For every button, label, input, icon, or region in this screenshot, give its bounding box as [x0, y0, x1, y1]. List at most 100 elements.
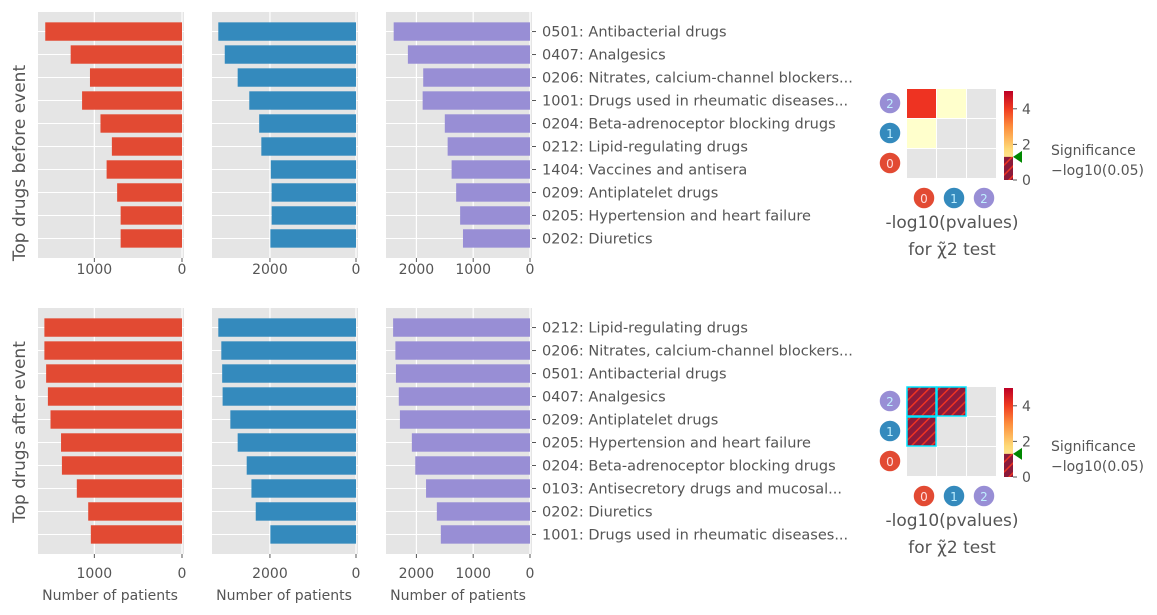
x-tick-label-before-0-0: 1000	[77, 262, 113, 278]
bar-before-0-3	[82, 91, 182, 110]
bar-before-1-9	[270, 229, 356, 248]
heatmap-cell-before-0-1	[937, 89, 966, 118]
x-tick-label-after-2-2: 0	[526, 566, 535, 582]
category-label-after-2: 0501: Antibacterial drugs	[542, 367, 727, 383]
colorbar-hatch-before	[1004, 156, 1013, 180]
bar-after-0-0	[44, 318, 182, 337]
bar-before-2-4	[444, 114, 530, 133]
category-label-before-5: 0212: Lipid-regulating drugs	[542, 139, 748, 155]
row-marker-before-2	[878, 151, 902, 175]
colorbar-label-after-line2: −log10(0.05)	[1051, 459, 1144, 475]
bar-before-1-0	[218, 22, 356, 41]
bar-before-2-2	[423, 68, 530, 87]
bar-before-1-3	[249, 91, 356, 110]
bar-after-0-3	[47, 387, 183, 406]
col-marker-label-after-1: 1	[950, 490, 958, 504]
colorbar-before	[1004, 91, 1013, 180]
heatmap-cell-after-2-0	[907, 447, 936, 476]
col-marker-label-after-0: 0	[920, 490, 928, 504]
category-label-after-3: 0407: Analgesics	[542, 390, 666, 406]
category-label-after-8: 0202: Diuretics	[542, 504, 653, 520]
col-marker-after-1	[942, 484, 966, 508]
heatmap-title-before-line1: -log10(pvalues)	[885, 213, 1018, 233]
col-marker-after-2	[972, 484, 996, 508]
colorbar-hatch-after	[1004, 453, 1013, 477]
heatmap-cell-before-1-0	[907, 119, 936, 148]
row-marker-before-0	[878, 91, 902, 115]
bar-before-2-1	[407, 45, 530, 64]
category-label-after-1: 0206: Nitrates, calcium-channel blockers…	[542, 344, 853, 360]
x-tick-label-before-2-1: 1000	[455, 262, 491, 278]
col-marker-after-0	[912, 484, 936, 508]
heatmap-cell-after-2-1	[937, 447, 966, 476]
category-label-before-9: 0202: Diuretics	[542, 231, 653, 247]
heatmap-cell-after-2-2	[967, 447, 996, 476]
bar-before-1-1	[224, 45, 356, 64]
row-marker-after-1	[878, 419, 902, 443]
heatmap-cell-before-0-2	[967, 89, 996, 118]
heatmap-cell-after-0-1	[936, 386, 967, 417]
heatmap-cell-after-1-0	[906, 416, 937, 447]
x-tick-label-after-2-0: 2000	[399, 566, 435, 582]
bar-before-1-5	[261, 137, 356, 156]
row-marker-label-before-0: 2	[886, 97, 894, 111]
row-marker-label-after-2: 0	[886, 455, 894, 469]
category-label-before-6: 1404: Vaccines and antisera	[542, 162, 747, 178]
bar-after-1-8	[255, 502, 356, 521]
row-label-after: Top drugs after event	[10, 341, 30, 524]
heatmap-cell-after-0-2	[967, 387, 996, 416]
row-label-before: Top drugs before event	[10, 65, 30, 263]
bar-before-2-5	[447, 137, 530, 156]
heatmap-cell-before-1-1	[937, 119, 966, 148]
heatmap-title-after-line1: -log10(pvalues)	[885, 511, 1018, 531]
x-tick-label-before-0-1: 0	[178, 262, 187, 278]
bar-before-0-6	[106, 160, 182, 179]
bar-after-1-4	[230, 410, 356, 429]
bar-after-2-3	[398, 387, 530, 406]
row-marker-label-before-1: 1	[886, 127, 894, 141]
row-marker-label-before-2: 0	[886, 157, 894, 171]
heatmap-cell-after-0-0	[906, 386, 937, 417]
row-marker-after-0	[878, 389, 902, 413]
bar-charts-after: 1000 0 2000 0 2000 1000 0 0212: Lipid-regulatin…	[38, 308, 853, 582]
col-marker-label-before-1: 1	[950, 192, 958, 206]
xlabel-1: Number of patients	[42, 588, 178, 604]
bar-after-2-7	[426, 479, 530, 498]
heatmap-cell-after-1-2	[967, 417, 996, 446]
x-tick-label-after-2-1: 1000	[455, 566, 491, 582]
heatmap-after: 2 1 0 0 1 2 4 2 0 Significance −log10(0.05) -log10(…	[878, 386, 1144, 558]
bar-after-0-4	[50, 410, 182, 429]
bar-before-0-1	[70, 45, 182, 64]
x-tick-label-after-1-1: 0	[352, 566, 361, 582]
bar-after-0-5	[61, 433, 183, 452]
x-tick-label-after-1-0: 2000	[252, 566, 288, 582]
threshold-marker-after	[1013, 447, 1022, 460]
bar-after-1-6	[246, 456, 356, 475]
bar-before-2-3	[422, 91, 530, 110]
colorbar-tick-label-after-1: 2	[1022, 434, 1031, 450]
bar-after-2-4	[399, 410, 530, 429]
bar-after-1-1	[221, 341, 356, 360]
heatmap-title-before-line2: for χ̃2 test	[908, 240, 996, 260]
heatmap-cell-before-0-0	[907, 89, 936, 118]
category-label-before-3: 1001: Drugs used in rheumatic diseases..…	[542, 94, 848, 110]
bar-after-0-1	[44, 341, 182, 360]
bar-after-1-5	[237, 433, 356, 452]
heatmap-cell-before-1-2	[967, 119, 996, 148]
row-marker-label-after-1: 1	[886, 425, 894, 439]
bar-before-2-8	[460, 206, 530, 225]
colorbar-label-after-line1: Significance	[1051, 439, 1136, 455]
category-label-after-7: 0103: Antisecretory drugs and mucosal...	[542, 481, 842, 497]
bar-before-0-5	[111, 137, 182, 156]
bar-before-1-2	[237, 68, 356, 87]
bar-before-2-6	[451, 160, 530, 179]
bar-after-2-8	[436, 502, 530, 521]
category-label-after-9: 1001: Drugs used in rheumatic diseases..…	[542, 527, 848, 543]
bar-before-1-7	[271, 183, 356, 202]
x-tick-label-before-1-1: 0	[352, 262, 361, 278]
category-label-after-4: 0209: Antiplatelet drugs	[542, 413, 718, 429]
bar-before-1-8	[271, 206, 356, 225]
category-label-after-5: 0205: Hypertension and heart failure	[542, 435, 811, 451]
colorbar-tick-label-before-1: 2	[1022, 137, 1031, 153]
bar-after-2-1	[395, 341, 530, 360]
